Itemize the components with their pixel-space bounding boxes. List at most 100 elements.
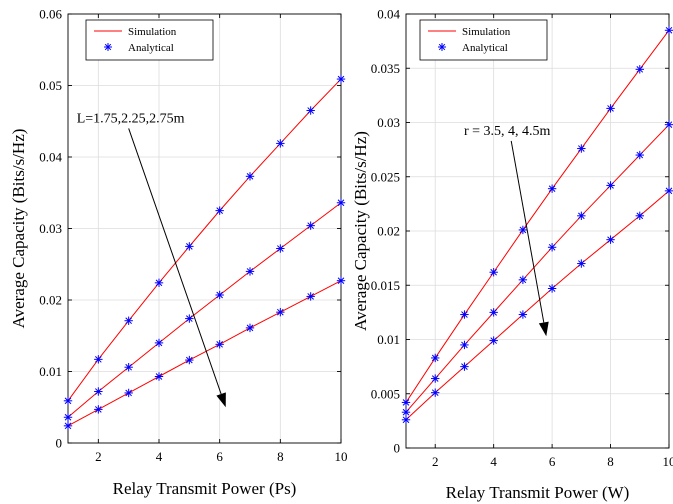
y-tick-label: 0.04	[39, 150, 62, 165]
analytical-marker	[547, 284, 557, 293]
chart-panel-2: 2 4 6 8 10 0 0.005 0.01 0.015 0.02 0.025 0.03 0.035 0…	[351, 7, 673, 502]
analytical-marker	[518, 275, 528, 285]
annotation-arrow-head	[216, 392, 226, 408]
y-tick-label: 0.05	[39, 78, 62, 93]
x-tick-label: 2	[432, 454, 439, 469]
x-tick-label: 6	[216, 449, 223, 464]
analytical-marker	[185, 314, 194, 323]
analytical-marker	[94, 387, 103, 396]
analytical-marker	[63, 396, 73, 406]
legend-box	[85, 19, 214, 61]
legend-marker-swatch	[104, 43, 112, 51]
legend-marker-swatch	[438, 43, 446, 51]
analytical-marker	[124, 363, 133, 372]
legend-label: Simulation	[128, 26, 177, 38]
analytical-marker	[431, 353, 440, 363]
analytical-marker	[635, 211, 644, 221]
analytical-marker	[336, 74, 346, 84]
y-axis-label: Average Capacity (Bits/s/Hz)	[9, 129, 28, 329]
analytical-marker	[94, 355, 103, 364]
x-tick-label: 6	[549, 454, 556, 469]
y-tick-label: 0.03	[39, 221, 62, 236]
analytical-marker	[547, 184, 557, 193]
analytical-marker	[215, 290, 224, 300]
legend-label: Analytical	[462, 42, 508, 54]
x-tick-label: 8	[277, 449, 284, 464]
x-axis-label: Relay Transmit Power (Ps)	[113, 479, 297, 498]
x-axis-label: Relay Transmit Power (W)	[446, 483, 630, 502]
analytical-marker	[489, 268, 498, 277]
y-tick-label: 0	[56, 436, 63, 451]
annotation-arrow-head	[538, 321, 549, 337]
analytical-marker	[460, 362, 469, 371]
y-tick-label: 0.02	[39, 293, 62, 308]
analytical-marker	[606, 181, 615, 190]
y-tick-label: 0.025	[371, 169, 400, 184]
analytical-marker	[185, 242, 194, 251]
y-tick-label: 0.04	[377, 7, 400, 22]
simulation-line-1	[405, 29, 670, 403]
analytical-marker	[306, 292, 315, 301]
analytical-marker	[63, 421, 73, 431]
x-tick-label: 2	[95, 449, 102, 464]
analytical-marker	[94, 405, 103, 414]
simulation-line-2	[405, 124, 670, 413]
analytical-marker	[577, 144, 586, 153]
annotation-text: r = 3.5, 4, 4.5m	[464, 124, 551, 139]
analytical-marker	[606, 104, 615, 113]
y-tick-label: 0.01	[39, 364, 62, 379]
analytical-marker	[336, 276, 346, 285]
x-tick-label: 4	[156, 449, 163, 464]
analytical-marker	[547, 243, 557, 252]
analytical-marker	[664, 120, 673, 129]
y-tick-label: 0	[394, 441, 401, 456]
analytical-marker	[215, 340, 224, 349]
analytical-marker	[63, 413, 73, 422]
y-axis-label: Average Capacity (Bits/s/Hz)	[351, 131, 370, 331]
analytical-marker	[489, 308, 498, 317]
y-tick-label: 0.01	[377, 332, 400, 347]
x-tick-label: 4	[490, 454, 497, 469]
analytical-marker	[460, 310, 469, 319]
x-tick-label: 10	[335, 449, 348, 464]
y-tick-label: 0.02	[377, 224, 400, 239]
analytical-marker	[401, 407, 411, 417]
y-tick-label: 0.005	[371, 386, 400, 401]
legend: Simulation Analytical	[85, 19, 214, 61]
analytical-marker	[154, 278, 164, 288]
simulation-line-1	[67, 78, 342, 402]
analytical-marker	[154, 372, 164, 381]
analytical-marker	[635, 65, 644, 74]
x-tick-label: 10	[663, 454, 673, 469]
simulation-line-2	[67, 202, 342, 418]
analytical-marker	[185, 355, 194, 365]
legend-label: Simulation	[462, 26, 511, 38]
analytical-marker	[124, 388, 133, 398]
y-tick-label: 0.06	[39, 7, 62, 22]
simulation-line-3	[67, 280, 342, 427]
annotation-arrow	[510, 140, 545, 323]
analytical-marker	[489, 336, 498, 345]
analytical-marker	[664, 26, 673, 35]
y-tick-label: 0.015	[371, 278, 400, 293]
analytical-marker	[245, 323, 255, 333]
analytical-marker	[431, 388, 440, 397]
x-tick-label: 8	[607, 454, 614, 469]
analytical-marker	[215, 206, 224, 215]
analytical-marker	[306, 106, 315, 115]
legend: Simulation Analytical	[419, 19, 548, 61]
analytical-marker	[245, 172, 255, 181]
analytical-marker	[276, 307, 285, 317]
analytical-marker	[518, 310, 528, 319]
y-tick-label: 0.035	[371, 61, 400, 76]
analytical-marker	[664, 186, 673, 196]
analytical-marker	[518, 225, 528, 235]
legend-label: Analytical	[128, 42, 174, 54]
analytical-marker	[124, 316, 133, 325]
analytical-marker	[577, 259, 586, 268]
analytical-marker	[606, 235, 615, 244]
analytical-marker	[577, 211, 586, 221]
legend-box	[419, 19, 548, 61]
analytical-marker	[431, 374, 440, 383]
